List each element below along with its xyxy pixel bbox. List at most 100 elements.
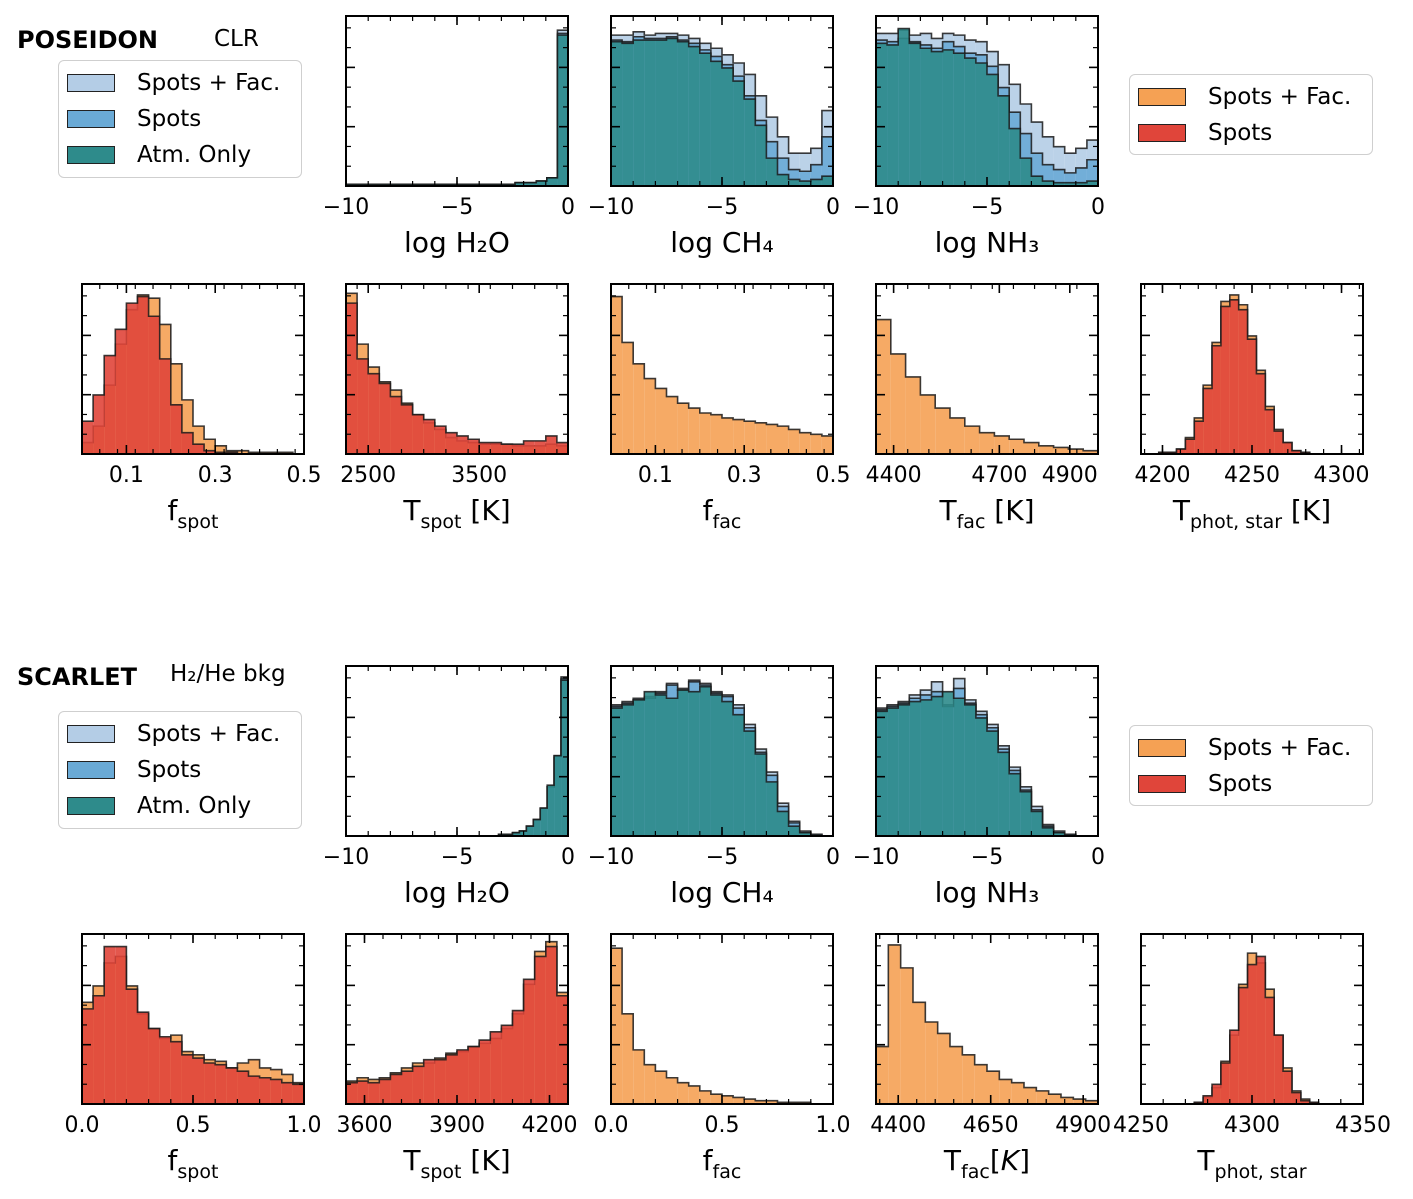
histogram-bar	[876, 1046, 889, 1104]
histogram-bar	[434, 1059, 446, 1104]
x-tick-label: 1.0	[816, 1113, 851, 1138]
histogram-bar	[777, 426, 789, 454]
histogram-bar	[1061, 1097, 1074, 1104]
histogram-outline	[876, 690, 1098, 836]
histogram-bar	[1053, 169, 1065, 186]
histogram-bar	[545, 946, 557, 1104]
histogram-bar	[722, 417, 734, 454]
histogram-bar	[688, 691, 700, 836]
histogram-bar	[148, 316, 160, 454]
swatch-spots-fac-blue	[67, 725, 115, 743]
histogram-bar	[755, 125, 767, 186]
histogram-series-group	[1141, 952, 1363, 1104]
histogram-bar	[898, 704, 910, 836]
histogram-bar	[170, 1041, 182, 1104]
histogram-bar	[888, 944, 901, 1104]
histogram-bar	[633, 363, 645, 454]
histogram-bar	[1283, 442, 1292, 454]
legend-entry: Spots + Fac.	[67, 720, 280, 748]
histogram-bar	[887, 44, 899, 186]
histogram-bar	[733, 81, 745, 186]
x-tick-label: −10	[323, 195, 369, 220]
histogram-bar	[909, 43, 921, 186]
histogram-bar	[821, 176, 833, 186]
histogram-series-group	[346, 940, 568, 1104]
scarlet-h2o-panel: −10 −5 0 log H₂O	[323, 665, 575, 909]
histogram-bar	[281, 1082, 293, 1104]
histogram-bar	[115, 329, 127, 454]
histogram-outline	[876, 318, 1098, 454]
x-axis-label: log H₂O	[404, 226, 510, 259]
poseidon-nh3-panel: −10 −5 0 log NH₃	[853, 15, 1105, 259]
legend-label: Spots + Fac.	[1208, 735, 1352, 761]
histogram-bar	[821, 136, 833, 186]
histogram-bar	[920, 699, 932, 836]
swatch-spots-blue	[67, 761, 115, 779]
histogram-bar	[799, 171, 811, 186]
histogram-bar	[799, 432, 811, 454]
histogram-bar	[974, 1064, 987, 1104]
histogram-bar	[479, 1040, 491, 1104]
histogram-bar	[554, 755, 562, 836]
histogram-bar	[1038, 445, 1054, 454]
histogram-bar	[534, 956, 546, 1104]
x-tick-label: 4650	[963, 1113, 1019, 1138]
histogram-bar	[390, 1074, 402, 1104]
histogram-series-group	[611, 679, 833, 836]
histogram-outline	[876, 29, 1098, 186]
histogram-series-group	[1141, 294, 1363, 454]
x-tick-label: 4400	[870, 1113, 926, 1138]
histogram-bar	[744, 99, 756, 186]
histogram-bar	[457, 435, 469, 454]
histogram-bar	[1042, 164, 1054, 186]
histogram-bar	[1053, 832, 1065, 836]
x-tick-label: 0	[1091, 195, 1105, 220]
histogram-bar	[115, 946, 127, 1104]
histogram-bar	[1075, 167, 1087, 186]
histogram-bar	[557, 35, 568, 186]
histogram-bar	[622, 1013, 634, 1104]
histogram-bar	[788, 169, 800, 186]
x-axis-label: log CH₄	[670, 226, 773, 259]
histogram-outline	[611, 31, 833, 186]
histogram-bar	[181, 399, 193, 454]
histogram-outline	[82, 295, 304, 454]
histogram-bar	[777, 174, 789, 186]
x-tick-label: −5	[706, 195, 738, 220]
histogram-bar	[994, 435, 1010, 454]
histogram-bar	[1064, 172, 1076, 186]
histogram-bar	[979, 432, 995, 454]
histogram-bar	[468, 439, 480, 454]
histogram-bar	[457, 1049, 469, 1104]
histogram-bar	[766, 158, 778, 186]
x-axis-label: fspot	[168, 1144, 219, 1183]
histogram-bar	[379, 383, 391, 454]
histogram-bar	[710, 61, 722, 186]
histogram-bar	[1042, 827, 1054, 836]
histogram-bar	[357, 358, 369, 454]
histogram-bar	[1009, 773, 1021, 836]
histogram-bar	[755, 754, 767, 836]
histogram-bar	[1274, 431, 1284, 454]
histogram-bar	[810, 179, 822, 186]
histogram-bar	[1238, 309, 1248, 454]
legend-label: Atm. Only	[137, 142, 252, 168]
histogram-bar	[699, 686, 711, 836]
histogram-outline	[346, 302, 568, 454]
histogram-bar	[1220, 306, 1230, 454]
histogram-bar	[181, 1054, 193, 1104]
histogram-bar	[1068, 449, 1084, 454]
histogram-bar	[1031, 811, 1043, 836]
histogram-bar	[148, 1028, 160, 1104]
x-tick-label: 0.5	[816, 463, 851, 488]
histogram-bar	[975, 63, 987, 186]
histogram-bar	[215, 445, 227, 454]
histogram-bar	[1229, 1030, 1239, 1104]
histogram-bar	[688, 1085, 700, 1104]
scarlet-ffac-panel: 0.0 0.5 1.0 ffac	[594, 933, 851, 1183]
x-tick-label: 4400	[866, 463, 922, 488]
histogram-bar	[1009, 128, 1021, 186]
histogram-bar	[666, 396, 678, 454]
histogram-bar	[512, 444, 524, 454]
histogram-bar	[925, 1022, 938, 1104]
